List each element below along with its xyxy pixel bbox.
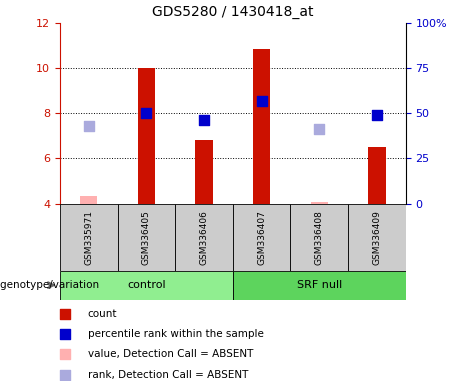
Bar [233, 204, 290, 271]
Bar [233, 271, 406, 300]
Text: GSM336406: GSM336406 [200, 210, 208, 265]
Bar [118, 204, 175, 271]
Point [61, 331, 68, 337]
Point [142, 110, 150, 116]
Text: SRF null: SRF null [296, 280, 342, 290]
Point [315, 126, 323, 132]
Point [61, 311, 68, 317]
Bar [138, 68, 155, 204]
Text: GSM336409: GSM336409 [372, 210, 381, 265]
Bar [311, 202, 328, 204]
Bar [60, 204, 118, 271]
Text: genotype/variation: genotype/variation [0, 280, 102, 290]
Point [85, 123, 92, 129]
Text: percentile rank within the sample: percentile rank within the sample [88, 329, 264, 339]
Text: rank, Detection Call = ABSENT: rank, Detection Call = ABSENT [88, 369, 248, 379]
Text: value, Detection Call = ABSENT: value, Detection Call = ABSENT [88, 349, 253, 359]
Bar [175, 204, 233, 271]
Text: GSM336405: GSM336405 [142, 210, 151, 265]
Bar [368, 147, 385, 204]
Text: GSM336408: GSM336408 [315, 210, 324, 265]
Point [61, 351, 68, 358]
Point [258, 98, 266, 104]
Point [61, 371, 68, 377]
Bar [60, 271, 233, 300]
Point [200, 116, 207, 122]
Text: count: count [88, 309, 117, 319]
Bar [80, 195, 97, 204]
Bar [290, 204, 348, 271]
Bar [253, 49, 270, 204]
Text: control: control [127, 280, 165, 290]
Text: GSM336407: GSM336407 [257, 210, 266, 265]
Bar [348, 204, 406, 271]
Title: GDS5280 / 1430418_at: GDS5280 / 1430418_at [152, 5, 313, 19]
Point [373, 112, 381, 118]
Text: GSM335971: GSM335971 [84, 210, 93, 265]
Bar [195, 141, 213, 204]
